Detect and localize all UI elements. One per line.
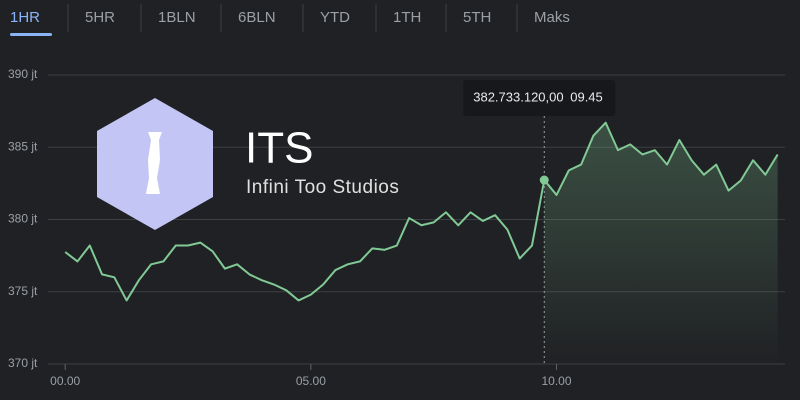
y-tick-label: 390 jt	[8, 67, 38, 81]
tab-bar: 1HR 5HR 1BLN 6BLN YTD 1TH 5TH Maks	[10, 4, 570, 36]
plot: 382.733.120,00 09.45	[64, 80, 779, 364]
x-tick-label: 05.00	[296, 374, 326, 388]
tab[interactable]: YTD	[320, 9, 350, 26]
tab[interactable]: 1TH	[393, 9, 421, 26]
tooltip-time: 09.45	[570, 89, 603, 104]
tab-indicator	[10, 33, 52, 36]
tab[interactable]: 1HR	[10, 9, 40, 26]
y-tick-label: 385 jt	[8, 139, 38, 153]
price-line	[64, 121, 779, 302]
y-tick-label: 375 jt	[8, 284, 38, 298]
hover-area	[544, 122, 778, 364]
logo-title: ITS	[245, 124, 313, 173]
x-tick-label: 10.00	[542, 374, 572, 388]
tab[interactable]: Maks	[534, 9, 570, 26]
tab[interactable]: 6BLN	[238, 9, 276, 26]
hover-point	[539, 175, 549, 185]
tab[interactable]: 5TH	[463, 9, 491, 26]
logo-icon	[146, 132, 162, 194]
tab[interactable]: 1BLN	[158, 9, 196, 26]
y-tick-label: 380 jt	[8, 212, 38, 226]
tooltip-value: 382.733.120,00	[473, 89, 563, 104]
tooltip-box	[463, 80, 616, 116]
logo: ITS Infini Too Studios	[97, 98, 399, 230]
y-tick-label: 370 jt	[8, 356, 38, 370]
tab[interactable]: 5HR	[85, 9, 115, 26]
logo-subtitle: Infini Too Studios	[246, 177, 399, 198]
x-tick-label: 00.00	[50, 374, 80, 388]
